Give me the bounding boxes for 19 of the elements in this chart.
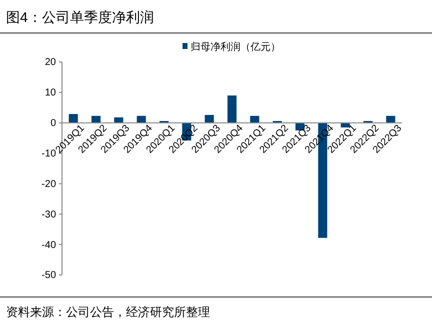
chart-title: 图4：公司单季度净利润 (6, 9, 154, 25)
bar (204, 114, 214, 123)
bar (68, 114, 78, 123)
y-tick-label: 20 (44, 57, 56, 68)
legend-label: 归母净利润（亿元） (190, 41, 280, 53)
y-tick-label: -50 (42, 270, 56, 282)
y-tick-label: -10 (42, 148, 56, 160)
bar (386, 116, 396, 123)
bar (91, 116, 101, 123)
y-tick-label: -30 (42, 209, 56, 220)
y-tick-label: 10 (44, 88, 56, 99)
y-tick-label: -40 (42, 240, 56, 251)
bar (136, 116, 146, 123)
text: 资料来源：公司公告，经济研究所整理 (6, 305, 210, 319)
bar (250, 116, 260, 123)
bar (114, 117, 124, 123)
y-tick-label: -20 (42, 178, 56, 190)
bar (227, 95, 237, 123)
y-tick-label: 0 (50, 118, 56, 130)
